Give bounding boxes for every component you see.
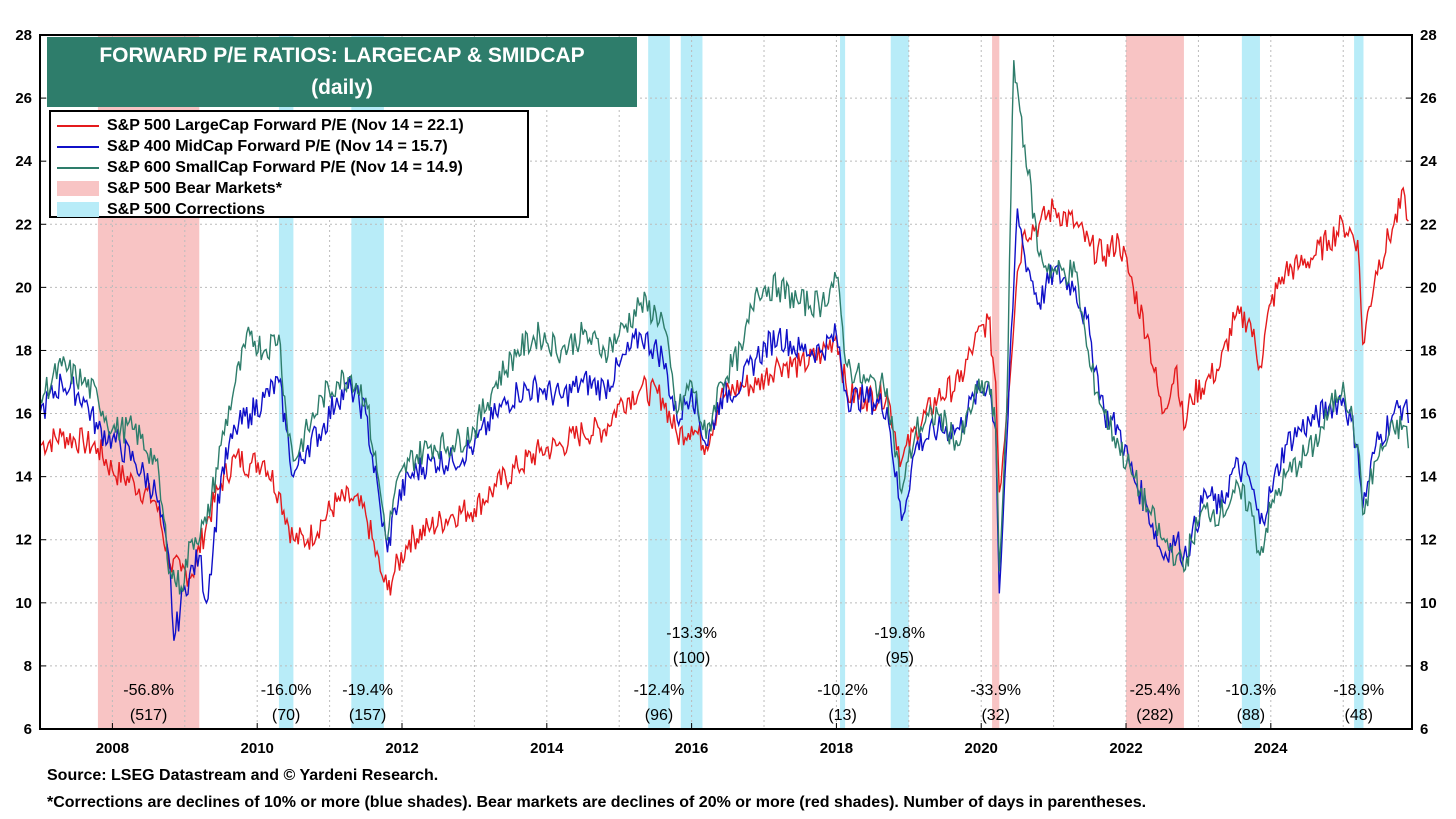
x-tick-2022: 2022	[1109, 740, 1142, 757]
y-tick-left-22: 22	[15, 216, 32, 233]
legend-label-midcap: S&P 400 MidCap Forward P/E (Nov 14 = 15.…	[107, 137, 448, 155]
annotation-days-0: (517)	[130, 707, 167, 724]
legend-item-largecap: S&P 500 LargeCap Forward P/E (Nov 14 = 2…	[57, 115, 521, 136]
y-tick-right-28: 28	[1420, 27, 1437, 44]
legend-swatch-bear	[57, 181, 99, 196]
x-tick-2018: 2018	[820, 740, 853, 757]
legend-item-bear: S&P 500 Bear Markets*	[57, 178, 521, 199]
y-tick-right-8: 8	[1420, 658, 1428, 675]
annotation-days-3: (96)	[645, 707, 673, 724]
y-tick-right-24: 24	[1420, 153, 1437, 170]
y-tick-left-24: 24	[15, 153, 32, 170]
annotation-days-8: (282)	[1136, 707, 1173, 724]
legend-swatch-largecap	[57, 124, 99, 127]
y-tick-left-28: 28	[15, 27, 32, 44]
annotation-days-10: (48)	[1345, 707, 1373, 724]
legend-label-bear: S&P 500 Bear Markets*	[107, 179, 282, 197]
y-tick-right-20: 20	[1420, 279, 1437, 296]
chart-title: FORWARD P/E RATIOS: LARGECAP & SMIDCAP	[99, 44, 585, 67]
x-tick-2014: 2014	[530, 740, 564, 757]
annotation-pct-6: -19.8%	[874, 625, 925, 642]
annotation-pct-1: -16.0%	[261, 682, 312, 699]
y-tick-right-10: 10	[1420, 595, 1437, 612]
annotation-pct-7: -33.9%	[970, 682, 1021, 699]
legend-swatch-correction	[57, 202, 99, 217]
y-tick-left-18: 18	[15, 342, 32, 359]
chart-subtitle: (daily)	[311, 76, 373, 99]
legend-item-smallcap: S&P 600 SmallCap Forward P/E (Nov 14 = 1…	[57, 157, 521, 178]
y-tick-right-14: 14	[1420, 469, 1437, 486]
annotation-pct-10: -18.9%	[1333, 682, 1384, 699]
x-tick-2020: 2020	[965, 740, 998, 757]
footnote: *Corrections are declines of 10% or more…	[47, 794, 1147, 811]
shade-correction-10	[1354, 35, 1364, 729]
annotation-days-4: (100)	[673, 650, 710, 667]
legend-swatch-smallcap	[57, 166, 99, 169]
x-tick-2010: 2010	[241, 740, 274, 757]
y-tick-right-16: 16	[1420, 406, 1437, 423]
y-tick-right-18: 18	[1420, 342, 1437, 359]
chart-title-box: FORWARD P/E RATIOS: LARGECAP & SMIDCAP (…	[47, 37, 637, 107]
x-tick-2008: 2008	[96, 740, 129, 757]
shade-bear-8	[1126, 35, 1184, 729]
series-line-2	[39, 60, 1410, 595]
annotation-days-7: (32)	[981, 707, 1009, 724]
plot-frame	[39, 34, 1413, 730]
y-tick-left-6: 6	[24, 721, 32, 738]
y-tick-left-26: 26	[15, 90, 32, 107]
annotation-days-1: (70)	[272, 707, 300, 724]
source-note: Source: LSEG Datastream and © Yardeni Re…	[47, 767, 439, 784]
y-tick-right-22: 22	[1420, 216, 1437, 233]
y-tick-right-12: 12	[1420, 532, 1437, 549]
annotation-days-2: (157)	[349, 707, 386, 724]
annotation-pct-5: -10.2%	[817, 682, 868, 699]
y-tick-right-6: 6	[1420, 721, 1428, 738]
series-lines	[39, 60, 1410, 641]
legend-label-largecap: S&P 500 LargeCap Forward P/E (Nov 14 = 2…	[107, 116, 464, 134]
y-tick-right-26: 26	[1420, 90, 1437, 107]
annotation-days-9: (88)	[1237, 707, 1265, 724]
series-line-0	[39, 186, 1409, 596]
annotation-pct-2: -19.4%	[342, 682, 393, 699]
shade-correction-3	[648, 35, 670, 729]
legend-item-correction: S&P 500 Corrections	[57, 199, 521, 220]
x-tick-2016: 2016	[675, 740, 708, 757]
legend-swatch-midcap	[57, 145, 99, 148]
annotation-days-6: (95)	[886, 650, 914, 667]
annotation-pct-3: -12.4%	[634, 682, 685, 699]
y-tick-left-10: 10	[15, 595, 32, 612]
legend: S&P 500 LargeCap Forward P/E (Nov 14 = 2…	[49, 110, 529, 218]
period-annotations: -56.8% (517) -16.0% (70) -19.4% (157) -12.4% (9…	[123, 625, 1384, 724]
y-tick-left-12: 12	[15, 532, 32, 549]
y-tick-left-20: 20	[15, 279, 32, 296]
legend-item-midcap: S&P 400 MidCap Forward P/E (Nov 14 = 15.…	[57, 136, 521, 157]
annotation-days-5: (13)	[828, 707, 856, 724]
shade-correction-6	[890, 35, 909, 729]
y-tick-left-16: 16	[15, 406, 32, 423]
annotation-pct-0: -56.8%	[123, 682, 174, 699]
y-tick-left-14: 14	[15, 469, 32, 486]
y-tick-left-8: 8	[24, 658, 32, 675]
annotation-pct-8: -25.4%	[1130, 682, 1181, 699]
legend-label-smallcap: S&P 600 SmallCap Forward P/E (Nov 14 = 1…	[107, 158, 463, 176]
x-tick-2012: 2012	[385, 740, 418, 757]
shade-correction-9	[1241, 35, 1260, 729]
annotation-pct-4: -13.3%	[666, 625, 717, 642]
series-line-1	[39, 208, 1410, 641]
annotation-pct-9: -10.3%	[1226, 682, 1277, 699]
x-tick-2024: 2024	[1254, 740, 1288, 757]
legend-label-correction: S&P 500 Corrections	[107, 200, 265, 218]
